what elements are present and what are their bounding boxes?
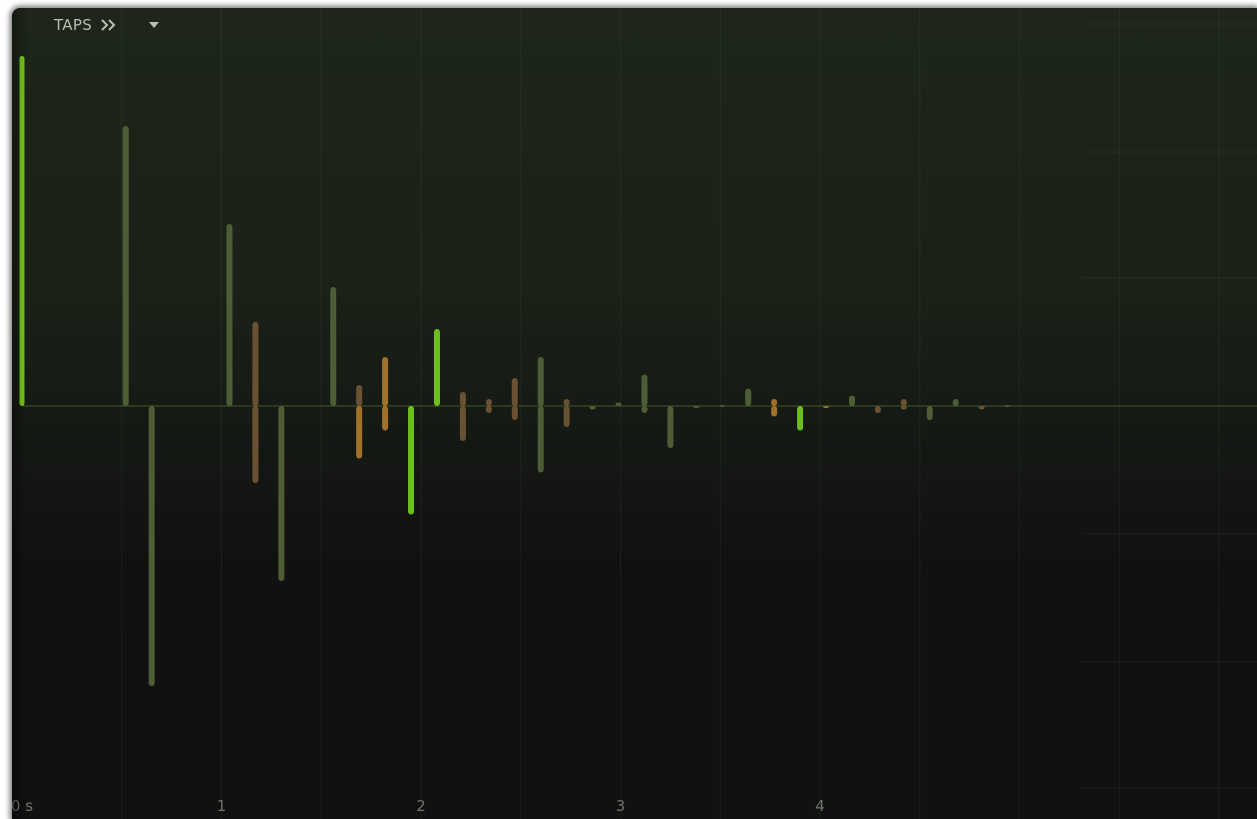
x-tick-label: 0 s [12, 797, 34, 815]
tap-bar[interactable] [797, 406, 804, 431]
tap-bar[interactable] [926, 406, 933, 420]
tap-bar[interactable] [459, 406, 466, 441]
x-tick-label: 3 [615, 797, 626, 815]
tap-bar[interactable] [719, 404, 726, 407]
tap-bar[interactable] [537, 406, 544, 473]
tap-bar[interactable] [615, 402, 622, 407]
tap-bar[interactable] [278, 406, 285, 581]
tap-bar[interactable] [848, 395, 855, 407]
tap-bar[interactable] [693, 406, 700, 408]
tap-bar[interactable] [823, 406, 830, 408]
tap-bar[interactable] [667, 406, 674, 448]
tap-bar[interactable] [641, 374, 648, 407]
tap-bar[interactable] [252, 406, 259, 483]
tap-bar[interactable] [563, 406, 570, 427]
tap-bar[interactable] [511, 406, 518, 420]
x-tick-label: 1 [216, 797, 227, 815]
tap-bar[interactable] [874, 406, 881, 413]
tap-bar[interactable] [978, 406, 985, 410]
tap-bar[interactable] [485, 399, 492, 406]
tap-bar[interactable] [408, 406, 415, 515]
tap-bar[interactable] [485, 406, 492, 413]
triangle-down-icon[interactable] [148, 21, 160, 29]
tap-bar[interactable] [900, 399, 907, 406]
x-tick-label: 2 [416, 797, 426, 815]
tap-bar[interactable] [563, 399, 570, 406]
tap-bar[interactable] [382, 357, 389, 406]
tap-bar[interactable] [771, 406, 778, 417]
tap-bar[interactable] [641, 406, 648, 413]
tap-bar[interactable] [459, 392, 466, 406]
tap-bar[interactable] [382, 406, 389, 431]
tap-bar[interactable] [771, 399, 778, 406]
tap-bar[interactable] [537, 357, 544, 406]
tap-bar[interactable] [745, 388, 752, 407]
tap-bar[interactable] [952, 399, 959, 406]
tap-bar[interactable] [19, 56, 25, 406]
taps-label[interactable]: TAPS [54, 16, 93, 34]
tap-bar[interactable] [900, 406, 907, 410]
x-tick-label: 4 [815, 797, 825, 815]
tap-bar[interactable] [1004, 404, 1011, 407]
double-chevron-right-icon[interactable] [100, 18, 118, 32]
tap-bar[interactable] [226, 224, 233, 406]
tap-bar[interactable] [356, 385, 363, 406]
tap-bar[interactable] [330, 287, 337, 406]
tap-bar[interactable] [252, 322, 259, 406]
tap-bar[interactable] [511, 378, 518, 406]
taps-header: TAPS [54, 14, 160, 36]
tap-bar[interactable] [122, 126, 129, 406]
tap-bar[interactable] [356, 406, 363, 459]
taps-display-panel: TAPS 0 s 1 2 3 4 [12, 8, 1257, 819]
tap-bar[interactable] [433, 329, 440, 406]
tap-bar[interactable] [148, 406, 155, 686]
taps-plot [19, 8, 1257, 819]
tap-bar[interactable] [589, 406, 596, 410]
